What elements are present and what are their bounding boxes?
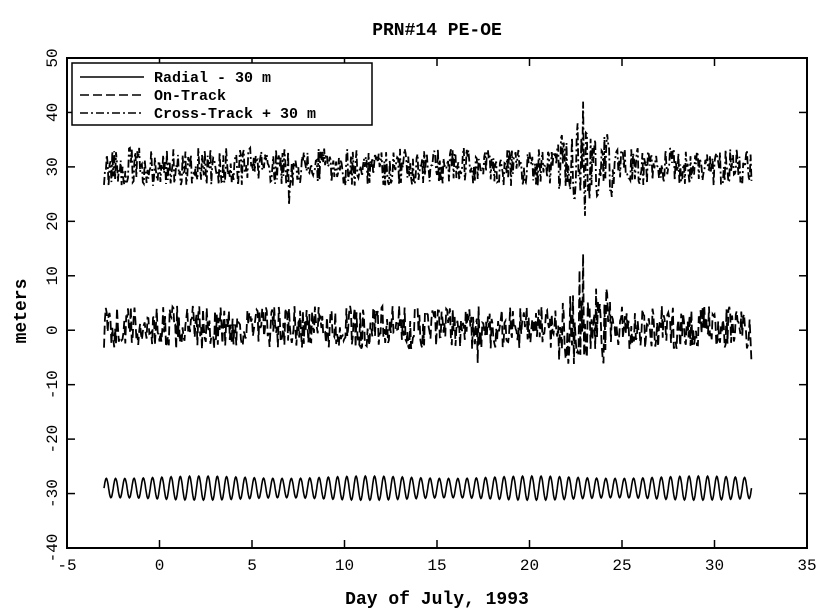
y-tick-label: 0 (44, 325, 62, 335)
series-line-0 (103, 474, 753, 502)
series-line-1 (103, 253, 753, 365)
legend-label: On-Track (154, 88, 226, 105)
y-tick-label: -30 (44, 479, 62, 508)
x-tick-label: 5 (247, 557, 257, 575)
x-tick-label: 30 (705, 557, 724, 575)
y-ticks: -40 -30 -20 -10 0 10 20 30 40 50 (44, 48, 807, 562)
chart-title: PRN#14 PE-OE (372, 21, 502, 41)
y-tick-label: -40 (44, 534, 62, 563)
y-tick-label: 30 (44, 157, 62, 176)
y-axis-label: meters (12, 279, 32, 344)
x-tick-label: 25 (612, 557, 631, 575)
x-tick-label: 10 (335, 557, 354, 575)
y-tick-label: 10 (44, 266, 62, 285)
x-tick-label: 0 (155, 557, 165, 575)
legend-label: Cross-Track + 30 m (154, 106, 316, 123)
plot-frame (66, 57, 808, 549)
x-tick-label: 20 (520, 557, 539, 575)
y-tick-label: 20 (44, 212, 62, 231)
y-tick-label: 50 (44, 48, 62, 67)
x-tick-label: 35 (797, 557, 816, 575)
x-tick-label: -5 (57, 557, 76, 575)
y-tick-label: -20 (44, 425, 62, 454)
legend-label: Radial - 30 m (154, 70, 271, 87)
legend-box (71, 62, 373, 126)
series-layer (103, 101, 753, 502)
y-tick-label: -10 (44, 370, 62, 399)
y-tick-label: 40 (44, 103, 62, 122)
x-axis-label: Day of July, 1993 (345, 590, 529, 610)
x-tick-label: 15 (427, 557, 446, 575)
x-ticks: -5 0 5 10 15 20 25 30 35 (57, 58, 817, 575)
